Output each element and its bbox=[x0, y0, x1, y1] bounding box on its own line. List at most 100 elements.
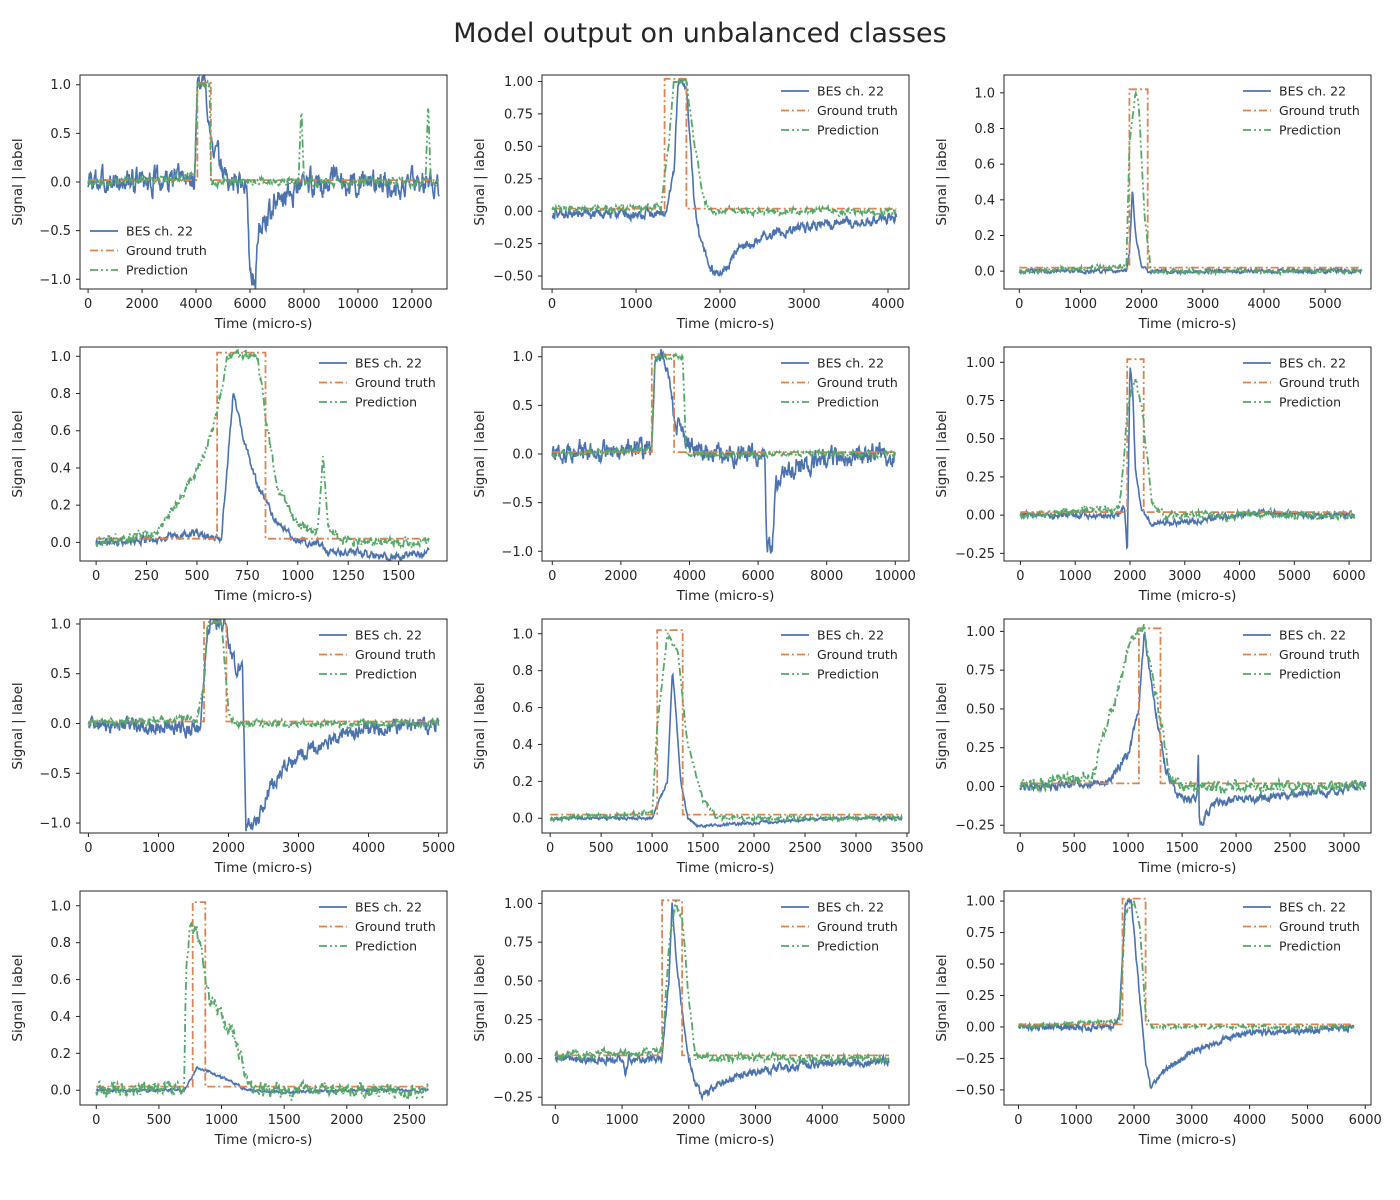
legend-label: Ground truth bbox=[817, 103, 898, 118]
y-tick-label: 0.8 bbox=[974, 122, 995, 137]
y-tick-label: 0.0 bbox=[50, 717, 71, 732]
legend-label: Prediction bbox=[1279, 123, 1341, 138]
y-axis-label: Signal | label bbox=[10, 682, 26, 769]
x-tick-label: 2000 bbox=[703, 297, 736, 312]
x-axis-label: Time (micro-s) bbox=[1138, 1132, 1237, 1148]
y-tick-label: 0.25 bbox=[966, 989, 995, 1004]
x-tick-label: 0 bbox=[548, 569, 556, 584]
series-line-prediction bbox=[1017, 900, 1355, 1031]
y-tick-label: 1.0 bbox=[50, 617, 71, 632]
y-tick-label: 0.50 bbox=[504, 140, 533, 155]
y-tick-label: 1.0 bbox=[974, 86, 995, 101]
y-tick-label: 0.4 bbox=[50, 1010, 71, 1025]
y-tick-label: 1.0 bbox=[512, 627, 533, 642]
legend-label: BES ch. 22 bbox=[355, 900, 422, 915]
series-line-ground-truth bbox=[550, 629, 902, 816]
x-tick-label: 1000 bbox=[620, 297, 653, 312]
axes-frame bbox=[79, 890, 448, 1106]
x-tick-label: 5000 bbox=[1278, 569, 1311, 584]
y-tick-label: 0.50 bbox=[504, 974, 533, 989]
y-tick-label: −0.5 bbox=[39, 767, 71, 782]
x-axis-label: Time (micro-s) bbox=[1138, 316, 1237, 332]
y-tick-label: 0.50 bbox=[966, 958, 995, 973]
y-tick-label: 0.4 bbox=[512, 738, 533, 753]
y-tick-label: 0.25 bbox=[504, 172, 533, 187]
y-tick-label: 0.5 bbox=[50, 667, 71, 682]
legend-label: BES ch. 22 bbox=[1279, 900, 1346, 915]
axes-frame bbox=[79, 346, 448, 562]
figure-title: Model output on unbalanced classes bbox=[453, 18, 947, 49]
x-tick-label: 0 bbox=[548, 297, 556, 312]
x-tick-label: 4000 bbox=[352, 841, 385, 856]
y-tick-label: 0.00 bbox=[966, 780, 995, 795]
y-tick-label: −0.5 bbox=[501, 496, 533, 511]
legend-label: Ground truth bbox=[126, 243, 207, 258]
legend-label: Prediction bbox=[817, 395, 879, 410]
x-tick-label: 2000 bbox=[126, 297, 159, 312]
legend: BES ch. 22 Ground truth Prediction bbox=[781, 628, 898, 682]
x-tick-label: 500 bbox=[146, 1113, 171, 1128]
x-tick-label: 2000 bbox=[1220, 841, 1253, 856]
y-tick-label: 0.0 bbox=[512, 812, 533, 827]
series-line-prediction bbox=[1019, 377, 1356, 525]
y-tick-label: 0.6 bbox=[974, 158, 995, 173]
x-tick-label: 0 bbox=[1015, 297, 1023, 312]
y-tick-label: 0.2 bbox=[50, 499, 71, 514]
y-axis-label: Signal | label bbox=[472, 682, 488, 769]
legend: BES ch. 22 Ground truth Prediction bbox=[1243, 84, 1360, 138]
y-tick-label: 0.2 bbox=[50, 1047, 71, 1062]
series-line-ground-truth bbox=[96, 351, 429, 540]
legend: BES ch. 22 Ground truth Prediction bbox=[1243, 900, 1360, 954]
x-tick-label: 1250 bbox=[332, 569, 365, 584]
series-line-ground-truth bbox=[1018, 897, 1354, 1026]
x-axis-label: Time (micro-s) bbox=[676, 316, 775, 332]
x-tick-label: 2500 bbox=[393, 1113, 426, 1128]
series-line-ground-truth bbox=[1020, 627, 1366, 785]
series-line-signal bbox=[1019, 367, 1356, 551]
y-tick-label: 0.2 bbox=[512, 775, 533, 790]
x-axis-label: Time (micro-s) bbox=[214, 1132, 313, 1148]
series-line-prediction bbox=[1018, 90, 1363, 277]
subplot-10: 0 500 1000 1500 2000 2500 0.0 0.2 0.4 0.6 0.8 1.0 Ti… bbox=[10, 890, 448, 1148]
y-axis-label: Signal | label bbox=[472, 410, 488, 497]
y-tick-label: 1.00 bbox=[966, 625, 995, 640]
y-tick-label: 0.00 bbox=[966, 509, 995, 524]
y-tick-label: −1.0 bbox=[39, 273, 71, 288]
x-tick-label: 500 bbox=[1062, 841, 1087, 856]
y-tick-label: 0.75 bbox=[966, 664, 995, 679]
y-tick-label: 0.25 bbox=[504, 1013, 533, 1028]
y-tick-label: 0.00 bbox=[504, 205, 533, 220]
x-tick-label: 5000 bbox=[422, 841, 455, 856]
x-axis-label: Time (micro-s) bbox=[676, 1132, 775, 1148]
x-tick-label: 2000 bbox=[737, 841, 770, 856]
x-tick-label: 0 bbox=[551, 1113, 559, 1128]
x-tick-label: 3000 bbox=[282, 841, 315, 856]
x-tick-label: 3000 bbox=[787, 297, 820, 312]
y-tick-label: 0.6 bbox=[50, 424, 71, 439]
x-tick-label: 0 bbox=[92, 569, 100, 584]
y-tick-label: 0.75 bbox=[504, 107, 533, 122]
x-axis-label: Time (micro-s) bbox=[214, 860, 313, 876]
x-tick-label: 500 bbox=[185, 569, 210, 584]
y-axis-label: Signal | label bbox=[10, 954, 26, 1041]
series-line-ground-truth bbox=[88, 81, 439, 182]
series-line-ground-truth bbox=[552, 78, 897, 210]
x-tick-label: 4000 bbox=[179, 297, 212, 312]
x-tick-label: 4000 bbox=[1223, 569, 1256, 584]
legend-label: BES ch. 22 bbox=[1279, 628, 1346, 643]
y-tick-label: 0.00 bbox=[504, 1052, 533, 1067]
y-axis-label: Signal | label bbox=[934, 954, 950, 1041]
y-axis-label: Signal | label bbox=[934, 682, 950, 769]
x-tick-label: 3000 bbox=[839, 841, 872, 856]
x-tick-label: 1000 bbox=[205, 1113, 238, 1128]
x-tick-label: 2000 bbox=[212, 841, 245, 856]
y-tick-label: 0.8 bbox=[50, 387, 71, 402]
x-tick-label: 2000 bbox=[1117, 1113, 1150, 1128]
x-tick-label: 6000 bbox=[1333, 569, 1366, 584]
x-tick-label: 6000 bbox=[1349, 1113, 1382, 1128]
y-tick-label: −0.5 bbox=[39, 224, 71, 239]
x-tick-label: 500 bbox=[589, 841, 614, 856]
x-tick-label: 2500 bbox=[1273, 841, 1306, 856]
axes-frame bbox=[1003, 890, 1372, 1106]
series-line-prediction bbox=[87, 619, 440, 732]
